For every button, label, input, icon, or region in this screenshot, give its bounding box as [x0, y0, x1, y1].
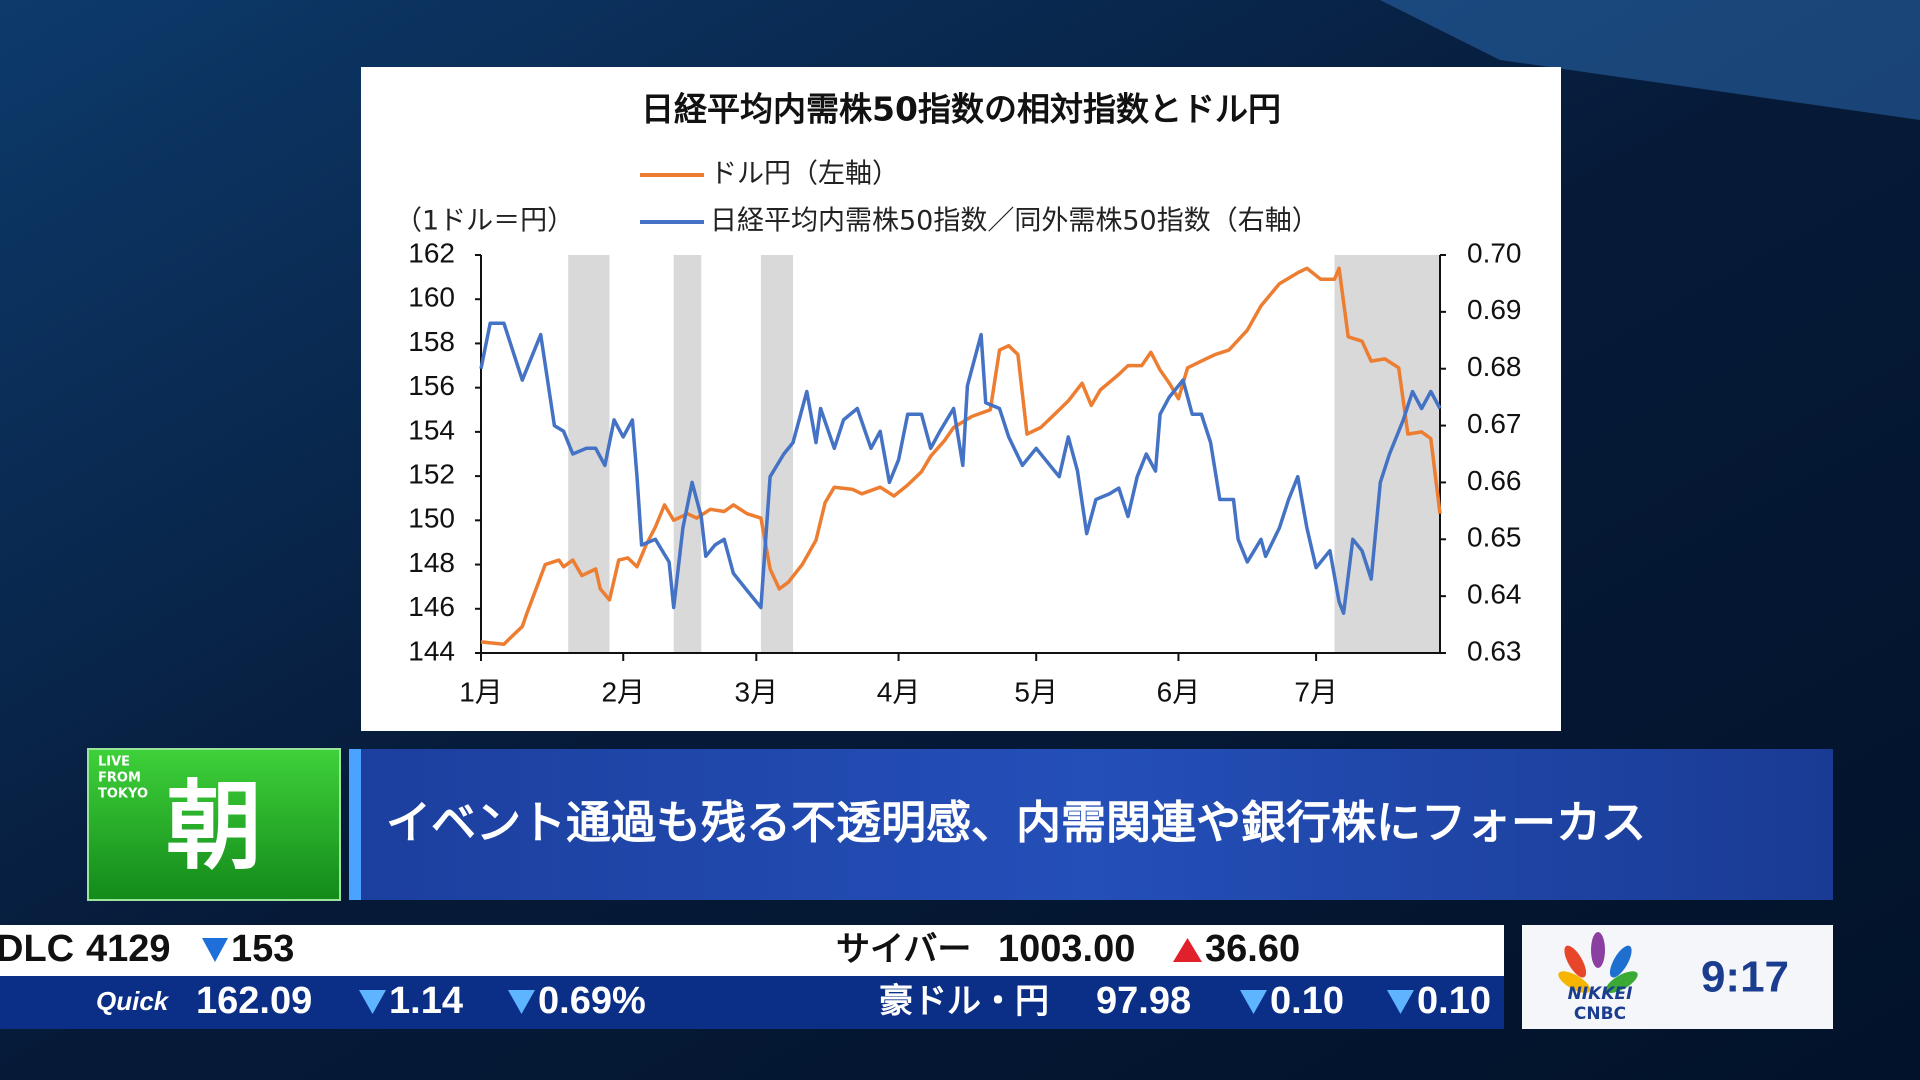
ticker-row1 [0, 925, 1504, 976]
legend-label: 日経平均内需株50指数／同外需株50指数（右軸） [710, 206, 1319, 237]
series-line [479, 321, 1442, 615]
program-box [87, 748, 341, 901]
y2-tick-label: 0.69 [1467, 294, 1522, 325]
x-tick-label: 5月 [1014, 676, 1058, 707]
x-tick-label: 3月 [735, 676, 779, 707]
down-arrow [202, 938, 228, 962]
ticker-source: Quick [96, 986, 170, 1016]
y-tick-label: 152 [408, 459, 455, 490]
logo-cnbc: CNBC [1574, 1004, 1626, 1024]
down-arrow [1240, 990, 1267, 1014]
ticker-price: 1003.00 [998, 928, 1135, 970]
y2-tick-label: 0.68 [1467, 351, 1522, 382]
y2-tick-label: 0.70 [1467, 237, 1522, 268]
y-tick-label: 148 [408, 547, 455, 578]
ticker-name: DLC [0, 928, 74, 970]
headline-accent [349, 749, 361, 900]
up-arrow [1173, 938, 1202, 962]
ticker-price: 97.98 [1096, 980, 1191, 1022]
x-tick-label: 4月 [877, 676, 921, 707]
headline: イベント通過も残る不透明感、内需関連や銀行株にフォーカス [386, 796, 1646, 849]
ticker-price: 4129 [86, 928, 171, 970]
headline-bar [349, 749, 1833, 900]
chart-title: 日経平均内需株50指数の相対指数とドル円 [641, 90, 1281, 129]
down-arrow [1387, 990, 1414, 1014]
y-tick-label: 154 [408, 414, 455, 445]
y-tick-label: 158 [408, 326, 455, 357]
show-name: 朝 [166, 770, 262, 882]
y-tick-label: 146 [408, 591, 455, 622]
ticker-change: 0.10 [1270, 980, 1344, 1022]
down-arrow [359, 990, 386, 1014]
y2-tick-label: 0.64 [1467, 579, 1522, 610]
x-tick-label: 2月 [601, 676, 645, 707]
live-label: LIVE [98, 755, 130, 770]
down-arrow [508, 990, 535, 1014]
chart: 日経平均内需株50指数の相対指数とドル円 （1ドル＝円） 144 146 148 15… [395, 90, 1522, 708]
shaded-period [673, 255, 702, 653]
y-axis-label: （1ドル＝円） [395, 206, 574, 237]
ticker-change: 1.14 [389, 980, 463, 1022]
peacock-logo [1558, 932, 1638, 993]
clock: 9:17 [1701, 953, 1789, 1002]
ticker-pct: 0.69% [538, 980, 646, 1022]
ticker-change: 36.60 [1205, 928, 1300, 970]
y-tick-label: 144 [408, 635, 455, 666]
x-tick-label: 6月 [1157, 676, 1201, 707]
bg-light [1380, 0, 1920, 120]
y-tick-label: 150 [408, 503, 455, 534]
y-tick-label: 160 [408, 282, 455, 313]
ticker-name: サイバー [836, 930, 971, 970]
ticker-price: 162.09 [196, 980, 312, 1022]
ticker-change: 153 [231, 928, 294, 970]
y2-tick-label: 0.67 [1467, 408, 1522, 439]
shaded-period [760, 255, 794, 653]
y-tick-label: 162 [408, 237, 455, 268]
legend-label: ドル円（左軸） [710, 159, 899, 190]
ticker-change: 0.10 [1417, 980, 1491, 1022]
logo-nikkei: NIKKEI [1568, 984, 1633, 1004]
from-label: FROM [98, 771, 141, 786]
y-tick-label: 156 [408, 370, 455, 401]
shaded-period [1334, 255, 1440, 653]
y2-tick-label: 0.65 [1467, 522, 1522, 553]
x-tick-label: 7月 [1294, 676, 1338, 707]
tokyo-label: TOKYO [98, 787, 148, 802]
y2-tick-label: 0.63 [1467, 635, 1522, 666]
series-line [480, 266, 1442, 646]
ticker-name: 豪ドル・円 [879, 982, 1049, 1022]
x-tick-label: 1月 [459, 676, 503, 707]
y2-tick-label: 0.66 [1467, 465, 1522, 496]
